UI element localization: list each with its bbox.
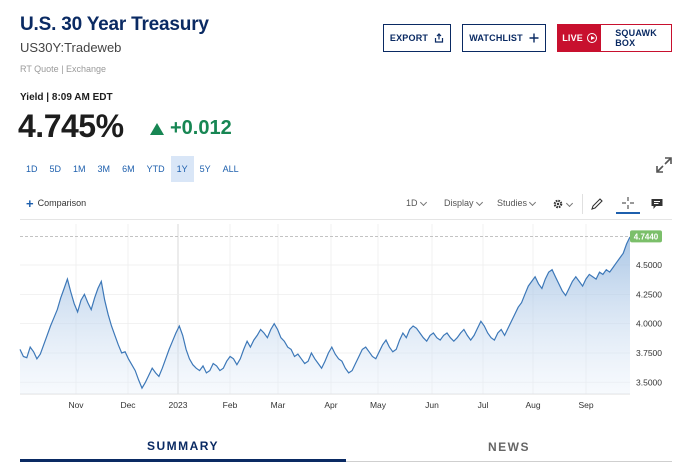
plus-icon: [529, 33, 539, 43]
tab-news[interactable]: NEWS: [346, 432, 672, 462]
bottom-tabs: SUMMARY NEWS: [20, 432, 672, 462]
expand-icon[interactable]: [655, 156, 673, 174]
last-value-badge: [630, 230, 662, 243]
time-range-selector: 1D 5D 1M 3M 6M YTD 1Y 5Y ALL: [20, 156, 245, 182]
chevron-down-icon: [419, 198, 427, 206]
play-icon: [587, 33, 598, 43]
x-tick-label: Mar: [271, 400, 286, 410]
watchlist-button[interactable]: WATCHLIST: [462, 24, 546, 52]
crosshair-icon: [622, 197, 634, 209]
y-tick-label: 3.5000: [636, 377, 662, 387]
chevron-down-icon: [475, 198, 483, 206]
range-5d[interactable]: 5D: [49, 164, 62, 174]
symbol-label: US30Y:Tradeweb: [20, 40, 122, 55]
comparison-button[interactable]: + Comparison: [26, 195, 87, 211]
x-tick-label: Dec: [120, 400, 136, 410]
comparison-label: Comparison: [37, 198, 87, 208]
live-badge: LIVE: [558, 25, 602, 51]
x-tick-label: Nov: [68, 400, 84, 410]
display-label: Display: [444, 198, 474, 208]
yield-line: [19, 236, 631, 390]
range-6m[interactable]: 6M: [122, 164, 135, 174]
yield-chart[interactable]: 3.5000 3.7500 4.0000 4.2500 4.5000 Nov Dec 202…: [0, 220, 680, 412]
squawk-box-button[interactable]: LIVE SQUAWK BOX: [557, 24, 672, 52]
last-value-label: 4.7440: [630, 230, 662, 243]
x-tick-label: Feb: [223, 400, 238, 410]
display-dropdown[interactable]: Display: [444, 198, 483, 208]
export-label: EXPORT: [389, 33, 429, 43]
settings-dropdown[interactable]: [552, 198, 574, 210]
plus-icon: +: [26, 195, 34, 211]
yield-area: [20, 236, 630, 394]
x-axis: Nov Dec 2023 Feb Mar Apr May Jun Jul Aug Sep: [68, 400, 593, 410]
y-tick-label: 4.5000: [636, 260, 662, 270]
range-all[interactable]: ALL: [222, 164, 239, 174]
x-tick-label: Aug: [525, 400, 540, 410]
pencil-icon: [591, 198, 603, 210]
range-1m[interactable]: 1M: [73, 164, 86, 174]
range-1y[interactable]: 1Y: [170, 156, 194, 182]
y-axis: 3.5000 3.7500 4.0000 4.2500 4.5000: [636, 260, 662, 387]
toolbar-divider: [582, 194, 583, 214]
x-tick-label: Jul: [478, 400, 489, 410]
interval-dropdown[interactable]: 1D: [406, 198, 427, 208]
draw-tool-button[interactable]: [586, 194, 608, 214]
x-tick-label: Sep: [578, 400, 593, 410]
interval-label: 1D: [406, 198, 418, 208]
range-ytd[interactable]: YTD: [146, 164, 165, 174]
chevron-down-icon: [565, 199, 574, 207]
yield-timestamp: Yield | 8:09 AM EDT: [20, 92, 113, 103]
tab-summary[interactable]: SUMMARY: [20, 432, 346, 462]
up-arrow-icon: [150, 122, 164, 135]
chart-toolbar: + Comparison 1D Display Studies: [20, 190, 672, 220]
annotation-tool-button[interactable]: [646, 194, 668, 214]
change-value: +0.012: [170, 117, 232, 139]
share-icon: [435, 33, 444, 43]
page-title: U.S. 30 Year Treasury: [20, 14, 209, 35]
comment-icon: [651, 199, 663, 209]
x-tick-label: Jun: [425, 400, 439, 410]
gear-icon: [553, 199, 563, 209]
last-yield: 4.745%: [18, 108, 124, 144]
yield-change: +0.012: [150, 117, 232, 140]
live-label: LIVE: [562, 33, 584, 43]
last-value-text: 4.7440: [634, 232, 659, 241]
x-tick-label: 2023: [169, 400, 188, 410]
y-tick-label: 4.0000: [636, 319, 662, 329]
range-1d[interactable]: 1D: [26, 164, 38, 174]
chevron-down-icon: [528, 198, 537, 206]
studies-dropdown[interactable]: Studies: [497, 198, 537, 208]
studies-label: Studies: [497, 198, 528, 208]
watchlist-label: WATCHLIST: [469, 33, 523, 43]
range-3m[interactable]: 3M: [97, 164, 111, 174]
export-button[interactable]: EXPORT: [383, 24, 451, 52]
y-tick-label: 3.7500: [636, 348, 662, 358]
y-tick-label: 4.2500: [636, 289, 662, 299]
range-5y[interactable]: 5Y: [199, 164, 211, 174]
squawk-box-label: SQUAWK BOX: [615, 28, 657, 48]
crosshair-tool-button[interactable]: [616, 194, 640, 214]
quote-source: RT Quote | Exchange: [20, 64, 107, 74]
x-tick-label: Apr: [324, 400, 337, 410]
x-tick-label: May: [370, 400, 387, 410]
